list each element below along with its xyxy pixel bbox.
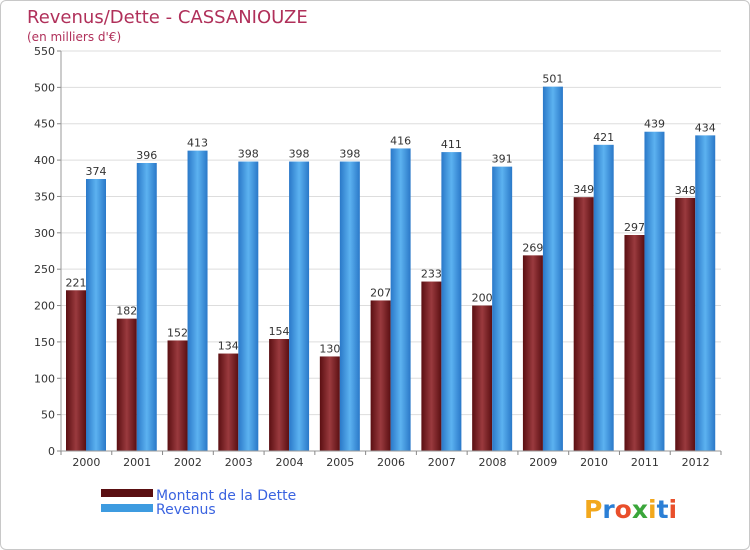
y-tick-label: 150 bbox=[34, 336, 55, 349]
bar-revenus bbox=[187, 150, 208, 452]
legend-label-debt: Montant de la Dette bbox=[156, 488, 296, 504]
y-tick-label: 550 bbox=[34, 45, 55, 58]
value-label-dette: 348 bbox=[675, 184, 696, 197]
logo-letter: i bbox=[669, 495, 678, 524]
legend: Montant de la Dette Revenus bbox=[101, 488, 296, 518]
value-label-dette: 349 bbox=[573, 183, 594, 196]
x-tick-label: 2006 bbox=[377, 456, 405, 469]
bar-revenus bbox=[390, 148, 411, 452]
bar-dette bbox=[573, 197, 594, 451]
bar-revenus bbox=[593, 144, 614, 451]
value-label-revenus: 396 bbox=[136, 149, 157, 162]
value-label-revenus: 374 bbox=[86, 165, 107, 178]
bar-dette bbox=[269, 339, 290, 451]
bar-dette bbox=[116, 318, 137, 451]
y-tick-label: 300 bbox=[34, 227, 55, 240]
legend-swatch-debt bbox=[101, 489, 153, 497]
y-tick-label: 500 bbox=[34, 81, 55, 94]
value-label-revenus: 501 bbox=[542, 73, 563, 86]
legend-swatch-revenus bbox=[101, 504, 153, 512]
bar-dette bbox=[624, 235, 645, 451]
bar-revenus bbox=[542, 86, 563, 452]
value-label-revenus: 398 bbox=[289, 148, 310, 161]
bar-revenus bbox=[86, 179, 106, 451]
value-label-revenus: 398 bbox=[339, 148, 360, 161]
value-label-dette: 221 bbox=[66, 276, 87, 289]
value-label-dette: 200 bbox=[472, 292, 493, 305]
x-axis: 2000 2001 2002 2003 2004 2005 2006 2007 2008 2009… bbox=[60, 450, 722, 469]
x-tick-label: 2005 bbox=[326, 456, 354, 469]
value-label-dette: 154 bbox=[269, 325, 290, 338]
value-label-revenus: 413 bbox=[187, 137, 208, 150]
value-label-dette: 130 bbox=[319, 342, 340, 355]
logo-letter: x bbox=[632, 495, 648, 524]
x-tick-label: 2000 bbox=[72, 456, 100, 469]
y-tick-label: 100 bbox=[34, 372, 55, 385]
bar-revenus bbox=[644, 131, 665, 451]
y-axis: 0 50 100 150 200 250 300 350 400 450 500 550 bbox=[34, 45, 62, 458]
y-tick-label: 0 bbox=[48, 445, 55, 458]
value-label-dette: 182 bbox=[116, 305, 137, 318]
bar-revenus bbox=[441, 152, 462, 451]
chart-title: Revenus/Dette - CASSANIOUZE bbox=[27, 7, 308, 28]
value-label-revenus: 391 bbox=[492, 153, 513, 166]
bar-dette bbox=[319, 356, 340, 451]
bars: 221 374 182 396 152 413 134 398 154 398 130 398 207 4… bbox=[66, 73, 716, 452]
value-label-dette: 134 bbox=[218, 340, 239, 353]
bar-dette bbox=[66, 290, 86, 451]
x-tick-label: 2002 bbox=[174, 456, 202, 469]
bar-dette bbox=[218, 353, 239, 451]
logo-letter: r bbox=[602, 495, 615, 524]
x-tick-label: 2009 bbox=[529, 456, 557, 469]
value-label-revenus: 434 bbox=[695, 121, 716, 134]
bar-dette bbox=[421, 281, 442, 451]
value-label-dette: 269 bbox=[522, 241, 543, 254]
x-tick-label: 2003 bbox=[225, 456, 253, 469]
value-label-revenus: 411 bbox=[441, 138, 462, 151]
bar-revenus bbox=[289, 161, 310, 451]
y-tick-label: 50 bbox=[41, 409, 55, 422]
bar-dette bbox=[472, 305, 493, 451]
x-tick-label: 2012 bbox=[682, 456, 710, 469]
value-label-revenus: 416 bbox=[390, 134, 411, 147]
value-label-dette: 207 bbox=[370, 286, 391, 299]
y-tick-label: 400 bbox=[34, 154, 55, 167]
chart-subtitle: (en milliers d'€) bbox=[27, 30, 121, 44]
x-tick-label: 2007 bbox=[428, 456, 456, 469]
value-label-dette: 297 bbox=[624, 221, 645, 234]
x-tick-label: 2010 bbox=[580, 456, 608, 469]
bar-dette bbox=[167, 340, 188, 451]
y-tick-label: 200 bbox=[34, 300, 55, 313]
x-tick-label: 2011 bbox=[631, 456, 659, 469]
bar-revenus bbox=[492, 166, 513, 452]
value-label-revenus: 439 bbox=[644, 118, 665, 131]
bar-dette bbox=[370, 300, 391, 451]
value-label-revenus: 421 bbox=[593, 131, 614, 144]
logo-letter: o bbox=[615, 495, 632, 524]
bar-dette bbox=[675, 197, 696, 451]
value-label-dette: 152 bbox=[167, 326, 188, 339]
x-tick-label: 2001 bbox=[123, 456, 151, 469]
bar-dette bbox=[522, 255, 543, 451]
y-tick-label: 250 bbox=[34, 263, 55, 276]
y-tick-label: 450 bbox=[34, 118, 55, 131]
bar-revenus bbox=[339, 161, 360, 451]
proxiti-logo: Proxiti bbox=[584, 495, 677, 524]
bar-revenus bbox=[695, 135, 716, 451]
bar-revenus bbox=[238, 161, 259, 451]
legend-label-revenus: Revenus bbox=[156, 502, 216, 518]
bar-revenus bbox=[136, 163, 157, 451]
y-tick-label: 350 bbox=[34, 190, 55, 203]
value-label-revenus: 398 bbox=[238, 148, 259, 161]
logo-letter: P bbox=[584, 495, 602, 524]
logo-letter: t bbox=[657, 495, 669, 524]
x-tick-label: 2008 bbox=[479, 456, 507, 469]
x-tick-label: 2004 bbox=[275, 456, 303, 469]
value-label-dette: 233 bbox=[421, 268, 442, 281]
logo-letter: i bbox=[648, 495, 657, 524]
